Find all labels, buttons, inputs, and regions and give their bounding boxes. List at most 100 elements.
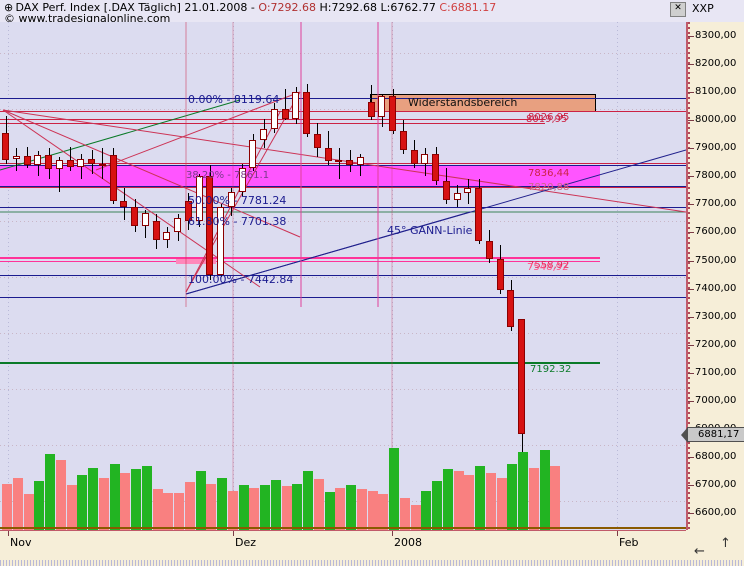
volume-bar-up bbox=[442, 469, 453, 530]
chart-plot-area[interactable]: 0.00% - 8119.64 38.20% - 7861.1 50.00% -… bbox=[0, 22, 686, 530]
price-label-8026: 8026,95 bbox=[528, 112, 570, 123]
volume-bar-down bbox=[12, 478, 23, 530]
candle-body-down bbox=[98, 163, 106, 166]
volume-bar-down bbox=[163, 493, 174, 530]
price-axis-tick bbox=[688, 64, 694, 66]
price-axis-tick-label: 6700,00 bbox=[695, 479, 737, 491]
volume-bar-down bbox=[367, 491, 378, 530]
volume-bar-down bbox=[496, 478, 507, 530]
price-axis-tick bbox=[688, 485, 694, 487]
volume-bar-up bbox=[324, 492, 335, 530]
candle-body-down bbox=[485, 240, 493, 260]
title-bar: ⊕ DAX Perf. Index [.DAX Täglich] 21.01.2… bbox=[0, 0, 744, 25]
scroll-up-icon[interactable]: ↑ bbox=[720, 536, 731, 551]
candle-body-down bbox=[120, 201, 128, 208]
volume-bar-up bbox=[432, 481, 442, 530]
volume-bar-down bbox=[120, 473, 131, 530]
candle-wick bbox=[328, 131, 329, 166]
candle-wick bbox=[285, 89, 286, 121]
date-axis-tick-label: Nov bbox=[10, 536, 32, 549]
candle-wick bbox=[80, 153, 82, 180]
volume-bar-down bbox=[249, 488, 260, 530]
price-axis-tick-label: 8200,00 bbox=[695, 58, 737, 70]
volume-bar-down bbox=[98, 478, 109, 530]
gridline-h bbox=[0, 53, 686, 54]
fib-label-382: 38.20% - 7861.1 bbox=[186, 170, 270, 181]
price-axis-tick-label: 7800,00 bbox=[695, 170, 737, 182]
scroll-left-icon[interactable]: ← bbox=[694, 544, 705, 559]
price-axis-tick bbox=[688, 148, 694, 150]
close-icon[interactable]: ✕ bbox=[670, 2, 686, 17]
price-label-7548: 7548,92 bbox=[527, 262, 569, 273]
price-axis-tick bbox=[688, 260, 694, 262]
fib-label-100: 100.00% - 7442.84 bbox=[188, 273, 294, 286]
candle-body-up bbox=[260, 128, 267, 140]
gridline-v bbox=[617, 22, 618, 530]
volume-bar-up bbox=[88, 468, 98, 530]
candle-body-down bbox=[518, 318, 525, 435]
volume-bar-up bbox=[303, 471, 313, 530]
fan-line-red-1 bbox=[2, 109, 301, 238]
level-line-7558 bbox=[0, 257, 600, 259]
gridline-h bbox=[0, 389, 686, 390]
candle-body-down bbox=[2, 132, 9, 160]
fan-line-red-3 bbox=[2, 109, 686, 213]
price-axis-tick bbox=[688, 513, 694, 515]
volume-bar-down bbox=[2, 484, 12, 530]
volume-bar-up bbox=[507, 464, 518, 530]
candle-body-down bbox=[367, 101, 375, 118]
ohlc-close: C:6881.17 bbox=[439, 1, 497, 14]
volume-bar-down bbox=[378, 494, 389, 530]
volume-bar-down bbox=[550, 466, 561, 530]
price-axis-tick-label: 7300,00 bbox=[695, 310, 737, 322]
candle-body-up bbox=[55, 159, 63, 170]
price-label-7820: 7820,88 bbox=[528, 182, 570, 193]
volume-bar-up bbox=[260, 485, 270, 530]
candle-body-up bbox=[163, 232, 171, 241]
candle-body-up bbox=[12, 156, 20, 159]
current-price-tag: 6881,17 bbox=[681, 427, 744, 444]
date-axis-tick bbox=[392, 531, 393, 536]
price-axis-tick-label: 6800,00 bbox=[695, 451, 737, 463]
price-axis-tick-label: 7000,00 bbox=[695, 394, 737, 406]
fib-label-0: 0.00% - 8119.64 bbox=[188, 93, 280, 106]
price-axis-tick-label: 7100,00 bbox=[695, 366, 737, 378]
price-axis-tick bbox=[688, 120, 694, 122]
volume-bar-down bbox=[313, 479, 324, 530]
candle-body-up bbox=[217, 207, 224, 275]
candle-wick bbox=[16, 148, 18, 171]
volume-bar-down bbox=[528, 468, 539, 530]
candle-body-down bbox=[109, 155, 117, 202]
price-axis-tick-label: 7700,00 bbox=[695, 198, 737, 210]
price-axis-tick bbox=[688, 344, 694, 346]
price-axis-title: XXP bbox=[692, 2, 714, 15]
volume-bar-up bbox=[346, 485, 356, 530]
gridline-h bbox=[0, 277, 686, 278]
volume-bar-down bbox=[453, 471, 464, 530]
volume-baseline bbox=[0, 527, 686, 529]
volume-bar-up bbox=[238, 485, 249, 530]
volume-bar-down bbox=[174, 493, 184, 530]
candle-wick bbox=[59, 156, 61, 192]
volume-series bbox=[0, 445, 686, 530]
volume-bar-down bbox=[66, 485, 77, 530]
price-axis-tick-label: 8100,00 bbox=[695, 86, 737, 98]
candle-body-up bbox=[34, 155, 42, 166]
candle-body-down bbox=[432, 153, 439, 181]
candle-body-down bbox=[206, 176, 214, 275]
price-axis-tick bbox=[688, 372, 694, 374]
volume-bar-up bbox=[421, 491, 432, 530]
candle-wick bbox=[102, 148, 104, 180]
volume-bar-down bbox=[227, 491, 238, 530]
candle-body-down bbox=[66, 159, 74, 167]
volume-bar-down bbox=[23, 494, 34, 530]
volume-bar-up bbox=[34, 481, 45, 530]
candle-body-down bbox=[389, 96, 396, 132]
gann-line-45b bbox=[185, 211, 471, 295]
candle-body-down bbox=[324, 148, 332, 161]
price-axis-tick bbox=[688, 232, 694, 234]
volume-bar-up bbox=[195, 471, 206, 530]
price-axis[interactable]: 8300,00 8200,00 8100,00 8000,00 7900,00 7800,… bbox=[681, 22, 744, 530]
price-axis-tick bbox=[688, 457, 694, 459]
